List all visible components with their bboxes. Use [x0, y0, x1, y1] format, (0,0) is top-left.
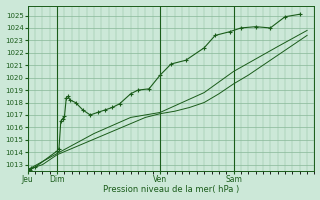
- X-axis label: Pression niveau de la mer( hPa ): Pression niveau de la mer( hPa ): [103, 185, 239, 194]
